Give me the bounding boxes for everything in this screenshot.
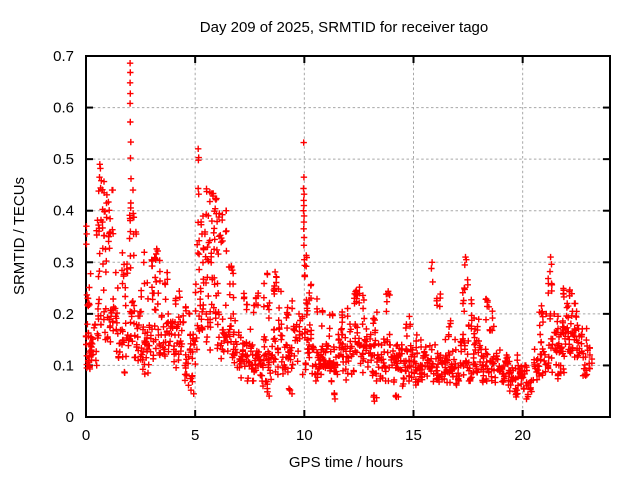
y-tick-label: 0.5 (53, 151, 74, 168)
y-tick-label: 0 (66, 409, 74, 426)
x-tick-label: 20 (514, 427, 531, 444)
data-points (82, 60, 596, 405)
y-tick-label: 0.7 (53, 48, 74, 65)
x-axis-label: GPS time / hours (289, 454, 403, 471)
y-tick-label: 0.2 (53, 306, 74, 323)
y-tick-label: 0.1 (53, 357, 74, 374)
x-tick-label: 0 (82, 427, 90, 444)
y-tick-label: 0.6 (53, 100, 74, 117)
chart-title: Day 209 of 2025, SRMTID for receiver tag… (200, 19, 488, 36)
x-tick-label: 5 (191, 427, 199, 444)
data-points-layer (82, 60, 596, 405)
x-tick-label: 15 (405, 427, 422, 444)
y-tick-label: 0.4 (53, 203, 74, 220)
x-tick-label: 10 (296, 427, 313, 444)
y-tick-label: 0.3 (53, 254, 74, 271)
axes: 0 5 10 15 20 0 0.1 0.2 0.3 0.4 0.5 0.6 0.7 (53, 48, 611, 444)
y-axis-label: SRMTID / TECUs (11, 177, 28, 295)
